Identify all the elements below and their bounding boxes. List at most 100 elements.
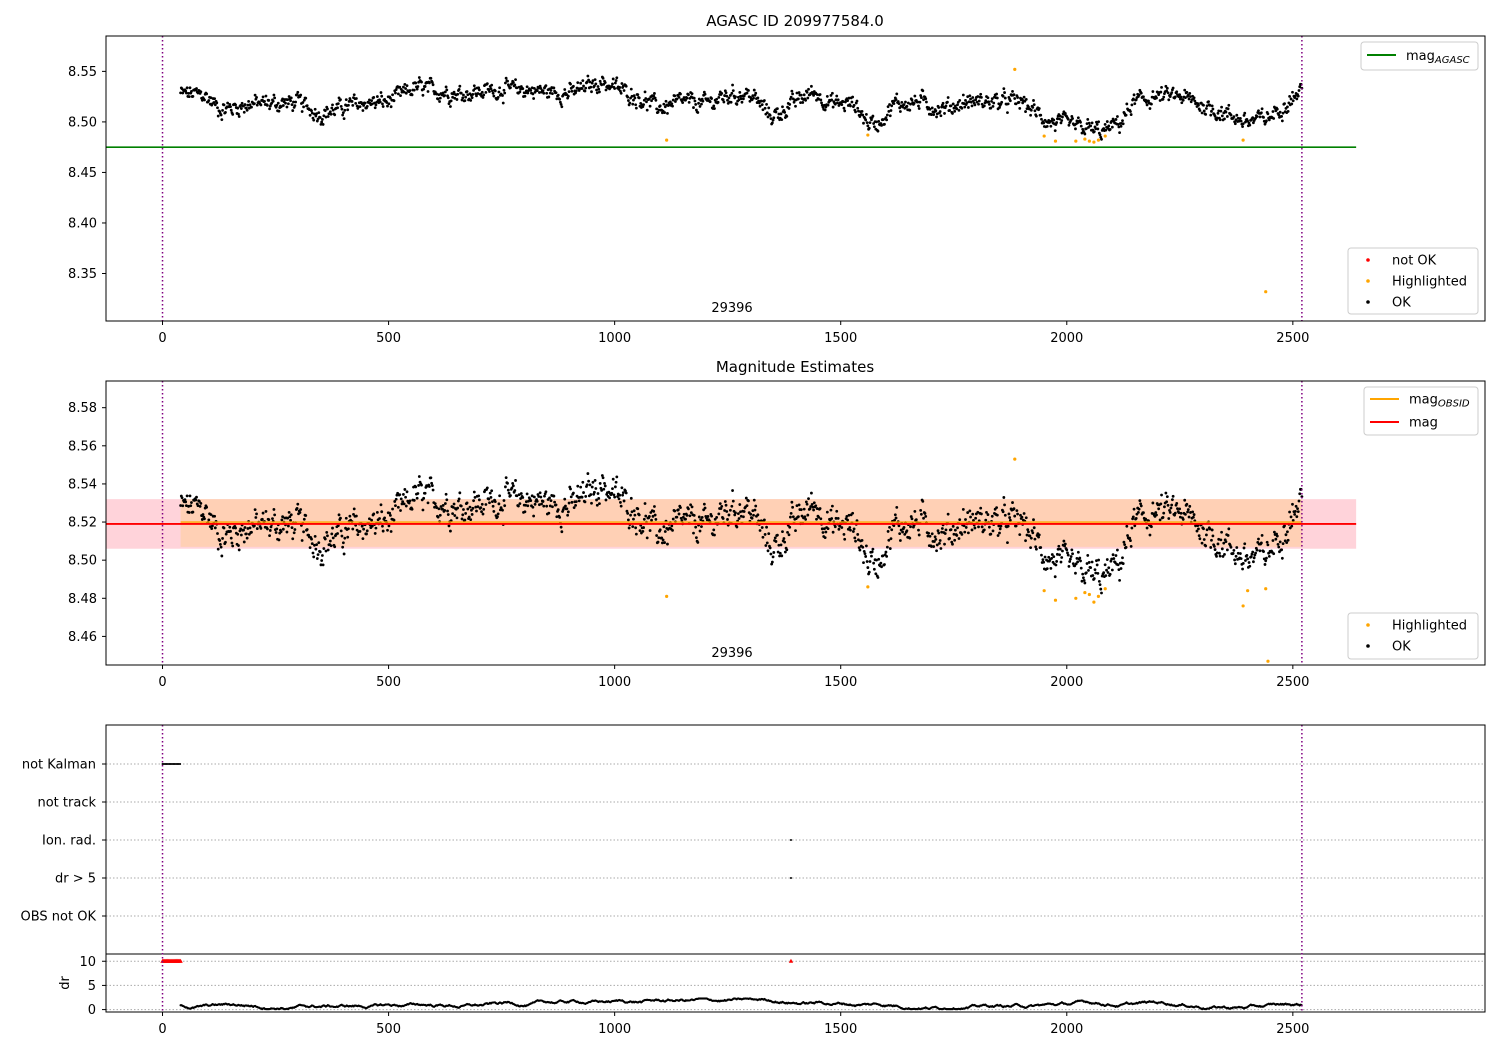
ok-point (620, 82, 624, 85)
ok-point (538, 91, 541, 94)
ok-point (245, 106, 248, 110)
ok-point (830, 504, 834, 508)
ok-point (810, 503, 814, 506)
ok-point (299, 508, 303, 511)
ok-point (594, 487, 598, 490)
x-tick-label: 1500 (824, 331, 857, 346)
ok-point (286, 516, 290, 520)
ok-point (535, 499, 539, 503)
ok-point (1129, 539, 1132, 542)
ok-point (763, 533, 767, 536)
ok-point (1236, 551, 1240, 555)
ok-point (949, 104, 953, 108)
ok-point (490, 500, 494, 504)
ok-point (884, 116, 888, 120)
ok-point (849, 104, 852, 108)
ok-point (587, 78, 591, 82)
ok-point (1049, 124, 1053, 128)
ok-point (261, 95, 265, 99)
ok-point (492, 94, 496, 98)
ok-point (627, 526, 631, 530)
ok-point (735, 525, 739, 529)
ok-point (966, 511, 970, 514)
ok-point (1022, 95, 1026, 99)
ok-point (1089, 566, 1093, 570)
ok-point (802, 507, 806, 511)
ok-point (794, 529, 797, 533)
ok-point (394, 497, 398, 501)
ok-point (183, 498, 187, 502)
ok-point (857, 538, 860, 542)
ok-point (758, 104, 762, 108)
ok-point (908, 108, 912, 112)
ok-point (1097, 558, 1101, 562)
ok-point (429, 476, 433, 480)
ok-point (532, 87, 536, 90)
ok-point (340, 107, 344, 111)
ok-point (572, 491, 575, 495)
highlighted-point (1103, 134, 1107, 138)
ok-point (452, 502, 456, 506)
legend-label: OK (1392, 640, 1411, 655)
ok-point (644, 97, 648, 100)
y-tick-label: 8.55 (68, 65, 97, 80)
ok-point (918, 100, 922, 104)
ok-point (504, 485, 507, 489)
ok-point (719, 507, 723, 510)
ok-point (810, 491, 813, 495)
ok-point (1110, 119, 1114, 123)
ok-point (840, 526, 844, 529)
ok-point (547, 95, 551, 99)
ok-point (188, 86, 192, 90)
ok-point (864, 544, 868, 548)
ok-point (1134, 516, 1138, 520)
ok-point (396, 92, 400, 96)
ok-point (754, 91, 758, 95)
ok-point (862, 549, 866, 553)
ok-point (991, 529, 995, 533)
ok-point (465, 501, 469, 505)
ok-point (342, 117, 346, 121)
ok-point (1078, 556, 1082, 560)
ok-point (602, 487, 606, 491)
ok-point (629, 496, 633, 500)
ok-point (484, 90, 488, 94)
ok-point (333, 113, 337, 117)
ok-point (414, 81, 418, 85)
ok-point (387, 524, 391, 528)
ok-point (670, 524, 674, 528)
ok-point (763, 106, 767, 110)
ok-point (692, 531, 695, 535)
ok-point (224, 540, 227, 544)
ok-point (1092, 130, 1096, 134)
ok-point (1074, 127, 1077, 131)
ok-point (939, 547, 943, 550)
ok-point (404, 504, 408, 508)
ok-point (301, 101, 305, 104)
ok-point (655, 534, 659, 537)
ok-point (800, 514, 804, 518)
ok-point (690, 505, 694, 509)
ok-point (585, 80, 589, 84)
ok-point (651, 514, 655, 518)
ok-point (779, 112, 783, 116)
ok-point (1165, 500, 1169, 504)
ok-point (952, 106, 956, 110)
ok-point (919, 96, 923, 99)
ok-point (690, 92, 694, 96)
ok-point (255, 512, 258, 516)
ok-point (485, 82, 489, 85)
flag-row-label: not track (37, 796, 96, 811)
ok-point (302, 530, 305, 534)
ok-point (1215, 554, 1218, 558)
ok-point (1232, 548, 1236, 552)
ok-point (804, 518, 808, 521)
ok-point (938, 539, 942, 542)
ok-point (874, 572, 878, 576)
highlighted-point (1241, 604, 1245, 608)
ok-point (1037, 535, 1040, 539)
ok-point (305, 104, 309, 108)
ok-point (653, 96, 657, 100)
ok-point (1272, 530, 1276, 534)
